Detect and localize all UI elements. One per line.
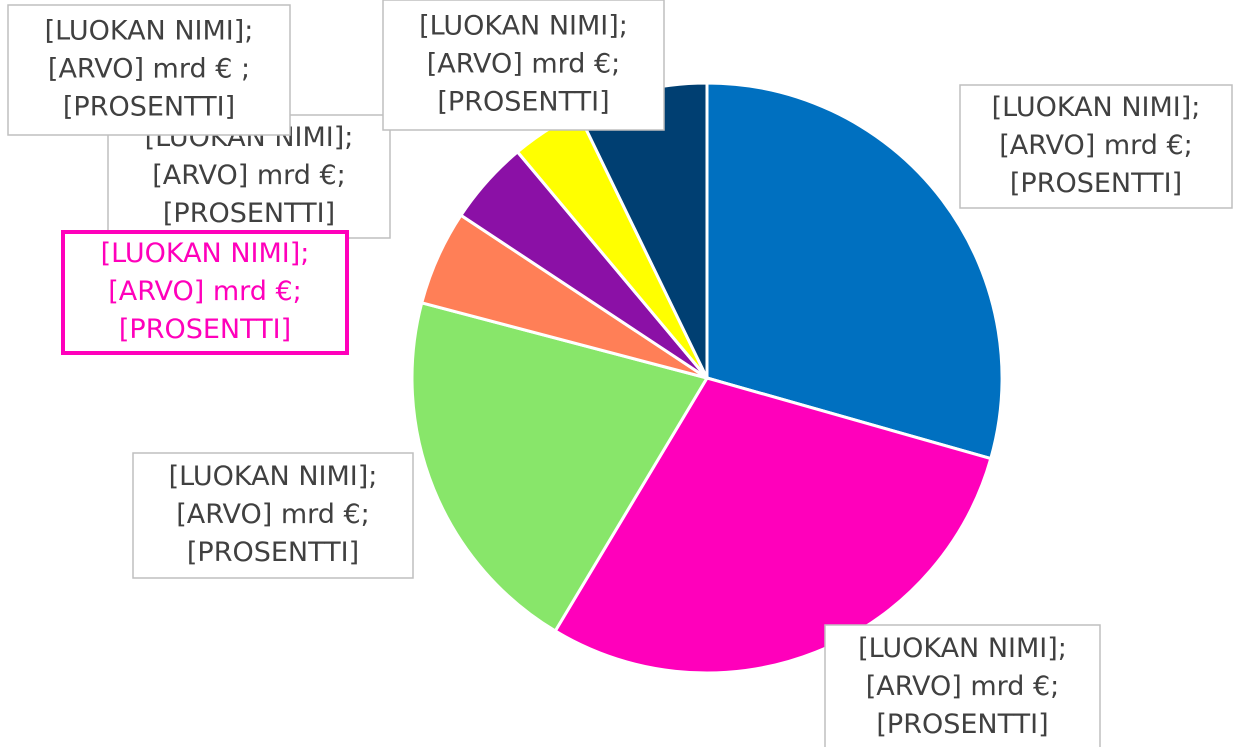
- data-label: [ARVO] mrd €;: [999, 130, 1193, 161]
- data-label: [LUOKAN NIMI];: [419, 11, 628, 42]
- data-label: [ARVO] mrd €;: [866, 671, 1060, 702]
- data-label: [ARVO] mrd €;: [427, 49, 621, 80]
- data-label: [ARVO] mrd €;: [152, 160, 346, 191]
- data-label-box: [959, 84, 1233, 209]
- data-label: [ARVO] mrd € ;: [48, 54, 250, 85]
- data-label: [PROSENTTI]: [119, 314, 291, 345]
- data-label: [ARVO] mrd €;: [108, 276, 302, 307]
- data-label: [LUOKAN NIMI];: [169, 461, 378, 492]
- data-label: [LUOKAN NIMI];: [992, 92, 1201, 123]
- data-label: [ARVO] mrd €;: [176, 499, 370, 530]
- data-label: [PROSENTTI]: [163, 198, 335, 229]
- data-label: [PROSENTTI]: [876, 709, 1048, 740]
- data-label-box: [382, 0, 665, 131]
- pie-slice: [410, 301, 710, 634]
- data-label-box: [61, 230, 349, 355]
- pie-slice: [705, 81, 1004, 461]
- data-label: [PROSENTTI]: [437, 87, 609, 118]
- data-label-box: [7, 4, 291, 136]
- data-label: [LUOKAN NIMI];: [101, 238, 310, 269]
- data-label-box: [132, 452, 414, 579]
- data-label: [PROSENTTI]: [187, 537, 359, 568]
- data-label: [LUOKAN NIMI];: [45, 16, 254, 47]
- data-label: [LUOKAN NIMI];: [858, 633, 1067, 664]
- data-label: [PROSENTTI]: [63, 92, 235, 123]
- data-label-box: [824, 624, 1101, 747]
- data-label: [PROSENTTI]: [1010, 168, 1182, 199]
